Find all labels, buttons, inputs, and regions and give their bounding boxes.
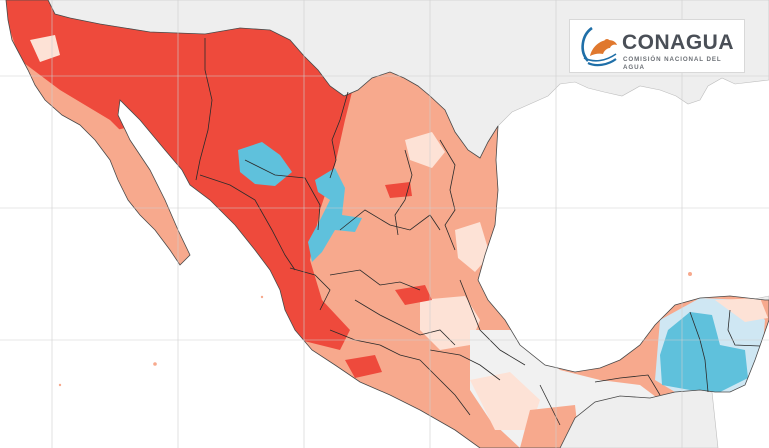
border-tabasco-campeche bbox=[594, 374, 661, 396]
island-clarion bbox=[58, 383, 62, 387]
border-coahuila-nl bbox=[394, 149, 413, 236]
island-socorro bbox=[153, 362, 157, 366]
border-durango-zacatecas bbox=[244, 159, 321, 231]
logo-subtitle: COMISIÓN NACIONAL DEL AGUA bbox=[623, 56, 722, 71]
anomaly-michoacan-strong bbox=[300, 310, 345, 345]
anomaly-central-light bbox=[420, 296, 480, 350]
border-nayarit-jalisco bbox=[289, 267, 331, 311]
islands bbox=[58, 272, 692, 387]
anomaly-oaxaca-light bbox=[470, 372, 540, 430]
border-sonora-chihuahua bbox=[195, 38, 213, 181]
anomaly-bajio-strong bbox=[395, 285, 432, 305]
border-zacatecas-slp bbox=[339, 209, 441, 231]
border-campeche-yucatan bbox=[689, 311, 709, 393]
border-veracruz bbox=[459, 279, 526, 366]
border-jalisco-gto bbox=[329, 269, 421, 291]
anomaly-nuevo-leon-light bbox=[405, 132, 445, 168]
anomaly-guerrero-strong bbox=[345, 355, 382, 378]
anomaly-tamaulipas-light bbox=[455, 222, 490, 272]
anomaly-durango-cool bbox=[308, 168, 362, 262]
border-sinaloa-durango bbox=[199, 174, 296, 271]
conagua-logo: CONAGUA COMISIÓN NACIONAL DEL AGUA bbox=[569, 19, 745, 73]
anomaly-zacatecas-strong bbox=[385, 182, 412, 198]
border-yucatan-qroo bbox=[727, 309, 761, 347]
anomaly-baja-light bbox=[30, 35, 60, 62]
island-guadalupe bbox=[260, 295, 264, 299]
anomaly-baja-south bbox=[120, 185, 175, 240]
border-puebla-oaxaca bbox=[429, 349, 501, 381]
anomaly-yucatan-north-light bbox=[715, 298, 768, 322]
border-michoacan-guerrero bbox=[329, 329, 421, 361]
border-oaxaca-chiapas bbox=[539, 384, 561, 426]
mexico-coastline bbox=[5, 0, 769, 448]
state-borders bbox=[195, 38, 761, 426]
border-nl-tamaulipas bbox=[439, 139, 456, 251]
border-central-states bbox=[354, 299, 456, 346]
logo-title: CONAGUA bbox=[622, 31, 734, 54]
island-cozumel bbox=[688, 272, 692, 276]
border-chihuahua-coahuila bbox=[329, 91, 349, 179]
conagua-emblem-icon bbox=[581, 26, 617, 67]
